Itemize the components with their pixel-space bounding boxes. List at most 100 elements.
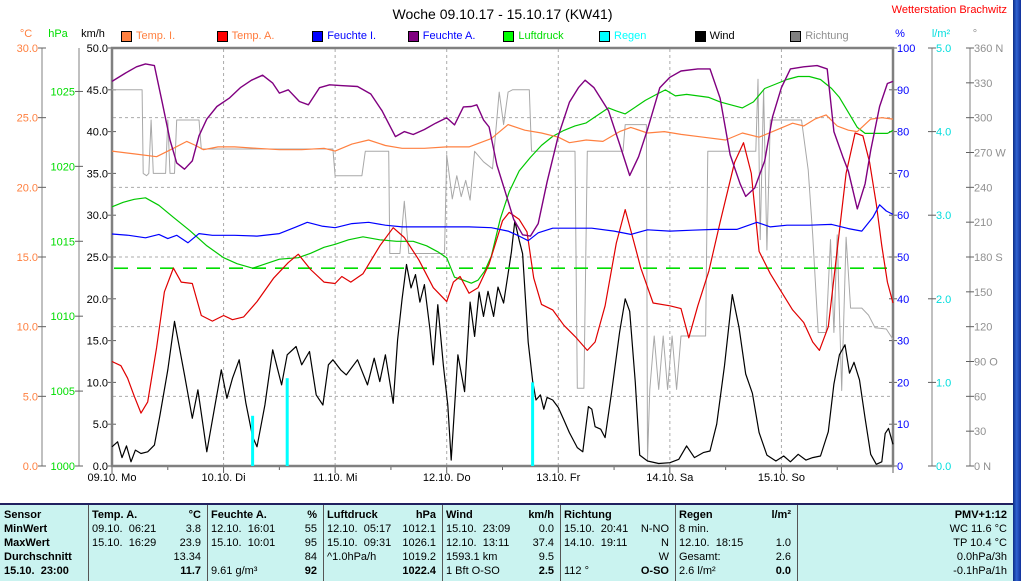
weather-chart: 09.10. Mo 10.10. Di 11.10. Mi 12.10. Do 13.1… (17, 28, 1007, 484)
table-divider (88, 505, 89, 581)
table-cell: Regen (679, 509, 713, 521)
series-luftdruck (111, 75, 894, 284)
axis-tick-label: 30 (974, 426, 986, 438)
legend-swatch (790, 31, 802, 42)
axis-tick-label: 0.0 (93, 461, 108, 473)
rain-bar (531, 382, 535, 466)
table-cell: 23.9 (179, 537, 201, 549)
table-row: W (564, 551, 669, 565)
table-row: PMV+1:12 (801, 509, 1007, 523)
table-row: 8 min. (679, 523, 791, 537)
table-cell: °C (188, 509, 201, 521)
axis-tick-label: 35.0 (87, 168, 108, 180)
table-cell: 15.10. 23:09 (446, 523, 511, 535)
table-cell: N-NO (640, 523, 669, 535)
axis-tick-label: 15.0 (17, 252, 38, 264)
stats-table: Sensor MinWert MaxWert Durchschnitt 15.10. 2… (0, 503, 1013, 581)
axis-tick-label: 1025 (51, 86, 75, 98)
page-title: Woche 09.10.17 - 15.10.17 (KW41) (392, 6, 613, 22)
table-row: Feuchte A.% (211, 509, 317, 523)
axis-tick-label: 0.0 (23, 461, 38, 473)
axis-tick-label: 60 (897, 210, 909, 222)
axis-tick-label: 30.0 (87, 210, 108, 222)
table-cell: N (661, 537, 669, 549)
table-cell: 15.10. 10:01 (211, 537, 276, 549)
axis-tick-label: 2.0 (936, 294, 951, 306)
table-cell: 15.10. 20:41 (564, 523, 629, 535)
table-col-pmv: PMV+1:12 WC 11.6 °C TP 10.4 °C 0.0hPa/3h -0.… (797, 505, 1013, 581)
axis-tick-label: 300 (974, 113, 992, 125)
x-axis-label: 15.10. So (758, 472, 805, 484)
table-cell: 3.8 (185, 523, 201, 535)
table-col-sensor: Sensor MinWert MaxWert Durchschnitt 15.10. 2… (0, 505, 88, 581)
axis-tick-label: 1010 (51, 311, 75, 323)
axis-tick-label: 20.0 (87, 294, 108, 306)
plot-frame (110, 46, 895, 468)
x-axis-label: 12.10. Do (423, 472, 471, 484)
table-cell: Richtung (564, 509, 612, 521)
x-axis-label: 10.10. Di (202, 472, 246, 484)
table-row: Gesamt: 2.6 (679, 551, 791, 565)
axis-tick-label: 5.0 (936, 43, 951, 55)
axis-tick-label: 5.0 (23, 391, 38, 403)
table-cell: 14.10. 19:11 (564, 537, 628, 549)
axis-tick-label: 50.0 (87, 43, 108, 55)
table-cell: 15.10. 16:29 (92, 537, 157, 549)
table-row: 12.10. 13:11 37.4 (446, 537, 554, 551)
axis-tick-label: 50 (897, 252, 909, 264)
table-cell: Wind (446, 509, 473, 521)
legend-label: Regen (614, 30, 647, 42)
table-col-richtung: Richtung 15.10. 20:41 N-NO 14.10. 19:11 N W 11… (560, 505, 675, 581)
table-row: WC 11.6 °C (801, 523, 1007, 537)
table-cell: TP 10.4 °C (953, 537, 1007, 549)
table-cell: 9.5 (538, 551, 554, 563)
table-cell: 0.0 (538, 523, 554, 535)
table-row: 11.7 (92, 565, 201, 579)
axis-tick-label: 210 (974, 217, 992, 229)
table-row: Durchschnitt (4, 551, 82, 565)
axis-tick-label: 90 (897, 85, 909, 97)
table-row: -0.1hPa/1h (801, 565, 1007, 579)
table-cell: 84 (304, 551, 317, 563)
axis-tick-label: 1000 (51, 461, 75, 473)
legend-label: Luftdruck (518, 30, 564, 42)
table-row: 15.10. 16:29 23.9 (92, 537, 201, 551)
table-cell: 1.0 (775, 537, 791, 549)
axis-tick-label: 270 W (974, 148, 1006, 160)
legend-swatch (121, 31, 132, 42)
legend-swatch (599, 31, 610, 42)
axis-tick-label: 360 N (974, 43, 1003, 55)
axis-unit-label: % (895, 28, 905, 40)
legend-label: Temp. I. (136, 30, 176, 42)
table-cell: Gesamt: (679, 551, 721, 563)
axis-tick-label: 20 (897, 377, 909, 389)
table-row: ^1.0hPa/h 1019.2 (327, 551, 436, 565)
table-cell: 112 ° (564, 565, 589, 577)
axis-tick-label: 150 (974, 287, 992, 299)
series-feuchte-a (111, 63, 894, 237)
axis-tick-label: 3.0 (936, 210, 951, 222)
table-cell: 12.10. 18:15 (679, 537, 744, 549)
table-col-feuchte-a: Feuchte A.% 12.10. 16:01 55 15.10. 10:01 95 8… (207, 505, 323, 581)
rain-bar (251, 415, 255, 466)
table-cell: 2.6 (775, 551, 791, 563)
table-row: 12.10. 16:01 55 (211, 523, 317, 537)
legend-swatch (216, 31, 228, 42)
table-row: MinWert (4, 523, 82, 537)
axis-tick-label: 1015 (51, 236, 75, 248)
legend-label: Feuchte I. (327, 30, 377, 42)
axis-unit-label: km/h (81, 28, 105, 40)
axis-tick-label: 0 (897, 461, 903, 473)
table-row: 0.0hPa/3h (801, 551, 1007, 565)
table-col-regen: Regen l/m² 8 min. 12.10. 18:15 1.0 Gesamt: 2.6… (675, 505, 797, 581)
axis-tick-label: 1020 (51, 161, 75, 173)
series-wind (111, 220, 894, 465)
axis-tick-label: 40 (897, 294, 909, 306)
table-cell: 9.61 g/m³ (211, 565, 258, 577)
table-cell: 15.10. 23:00 (4, 565, 69, 577)
table-cell: 55 (304, 523, 317, 535)
table-row: 84 (211, 551, 317, 565)
table-cell: Durchschnitt (4, 551, 72, 563)
table-cell: 12.10. 16:01 (211, 523, 276, 535)
table-cell: % (307, 509, 317, 521)
